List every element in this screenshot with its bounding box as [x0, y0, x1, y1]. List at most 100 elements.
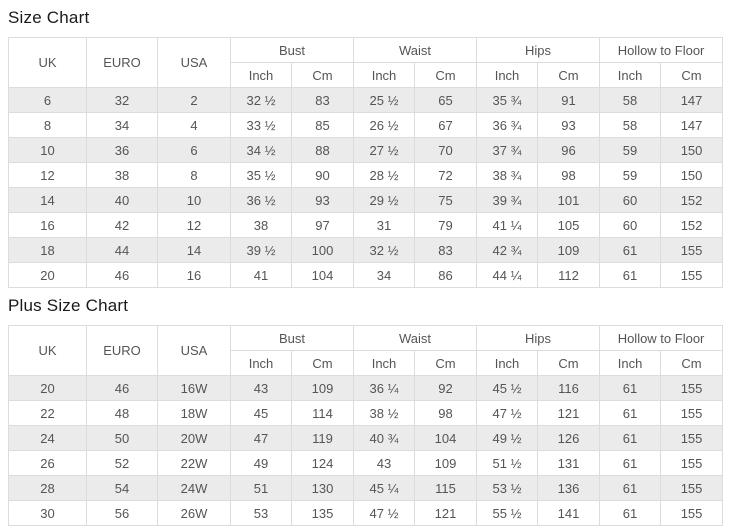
- table-row: 20 46 16W 43 109 36 ¼ 92 45 ½ 116 61 155: [8, 375, 724, 401]
- cell: 16: [157, 262, 231, 288]
- cell: 55 ½: [476, 500, 539, 526]
- group-header-hollow-to-floor: Hollow to Floor: [599, 325, 724, 351]
- cell: 8: [8, 112, 87, 138]
- cell: 42 ¾: [476, 237, 539, 263]
- column-header-uk: UK: [8, 37, 87, 88]
- header-row-units: Inch Cm Inch Cm Inch Cm Inch Cm: [9, 350, 724, 376]
- cell: 36: [86, 137, 158, 163]
- cell: 14: [157, 237, 231, 263]
- column-header-euro: EURO: [86, 325, 158, 376]
- cell: 61: [599, 375, 662, 401]
- cell: 85: [290, 112, 355, 138]
- cell: 141: [537, 500, 601, 526]
- size-chart-body: 6 32 2 32 ½ 83 25 ½ 65 35 ¾ 91 58 147 8 34 4 33 ½ 85 26 …: [8, 87, 724, 288]
- cell: 49: [230, 450, 292, 476]
- cell: 61: [599, 475, 662, 501]
- cell: 98: [414, 400, 478, 426]
- cell: 2: [157, 87, 231, 113]
- subheader-waist-cm: Cm: [414, 62, 478, 88]
- cell: 53 ½: [476, 475, 539, 501]
- cell: 92: [414, 375, 478, 401]
- cell: 53: [230, 500, 292, 526]
- cell: 44: [86, 237, 158, 263]
- cell: 32 ½: [230, 87, 292, 113]
- subheader-hips-inch: Inch: [476, 62, 539, 88]
- cell: 90: [290, 162, 355, 188]
- table-row: 30 56 26W 53 135 47 ½ 121 55 ½ 141 61 155: [8, 500, 724, 526]
- subheader-bust-cm: Cm: [290, 62, 355, 88]
- group-header-hips: Hips: [476, 325, 601, 351]
- group-header-bust: Bust: [229, 325, 355, 351]
- cell: 56: [86, 500, 158, 526]
- cell: 43: [353, 450, 416, 476]
- cell: 100: [290, 237, 355, 263]
- cell: 34: [86, 112, 158, 138]
- cell: 70: [414, 137, 478, 163]
- cell: 126: [537, 425, 601, 451]
- cell: 93: [290, 187, 355, 213]
- cell: 12: [157, 212, 231, 238]
- cell: 88: [290, 137, 355, 163]
- cell: 29 ½: [353, 187, 416, 213]
- cell: 24W: [157, 475, 231, 501]
- cell: 155: [660, 475, 724, 501]
- cell: 6: [157, 137, 231, 163]
- cell: 30: [8, 500, 87, 526]
- cell: 42: [86, 212, 158, 238]
- subheader-hollow-cm: Cm: [660, 350, 724, 376]
- cell: 155: [660, 375, 724, 401]
- plus-size-chart-body: 20 46 16W 43 109 36 ¼ 92 45 ½ 116 61 155 22 48 18W 45 1…: [8, 375, 724, 526]
- table-row: 8 34 4 33 ½ 85 26 ½ 67 36 ¾ 93 58 147: [8, 112, 724, 138]
- table-row: 16 42 12 38 97 31 79 41 ¼ 105 60 152: [8, 212, 724, 238]
- size-chart-title: Size Chart: [8, 8, 90, 27]
- cell: 147: [660, 112, 724, 138]
- cell: 155: [660, 425, 724, 451]
- cell: 34: [353, 262, 416, 288]
- cell: 41 ¼: [476, 212, 539, 238]
- cell: 97: [290, 212, 355, 238]
- cell: 61: [599, 400, 662, 426]
- cell: 10: [8, 137, 87, 163]
- subheader-bust-cm: Cm: [290, 350, 355, 376]
- subheader-hips-inch: Inch: [476, 350, 539, 376]
- cell: 104: [290, 262, 355, 288]
- cell: 67: [414, 112, 478, 138]
- subheader-bust-inch: Inch: [230, 62, 292, 88]
- cell: 109: [537, 237, 601, 263]
- cell: 61: [599, 500, 662, 526]
- cell: 61: [599, 237, 662, 263]
- group-header-bust: Bust: [229, 37, 355, 63]
- cell: 39 ½: [230, 237, 292, 263]
- cell: 150: [660, 162, 724, 188]
- cell: 114: [290, 400, 355, 426]
- plus-size-chart-title: Plus Size Chart: [8, 296, 129, 315]
- cell: 155: [660, 400, 724, 426]
- cell: 155: [660, 237, 724, 263]
- cell: 20W: [157, 425, 231, 451]
- cell: 124: [290, 450, 355, 476]
- cell: 6: [8, 87, 87, 113]
- table-row: 26 52 22W 49 124 43 109 51 ½ 131 61 155: [8, 450, 724, 476]
- cell: 31: [353, 212, 416, 238]
- cell: 51 ½: [476, 450, 539, 476]
- cell: 59: [599, 137, 662, 163]
- table-row: 12 38 8 35 ½ 90 28 ½ 72 38 ¾ 98 59 150: [8, 162, 724, 188]
- cell: 60: [599, 212, 662, 238]
- cell: 40 ¾: [353, 425, 416, 451]
- cell: 150: [660, 137, 724, 163]
- cell: 22: [8, 400, 87, 426]
- size-chart-table: UK EURO USA Bust Waist Hips Hollow to Fl…: [8, 37, 724, 288]
- cell: 46: [86, 375, 158, 401]
- cell: 98: [537, 162, 601, 188]
- table-row: 10 36 6 34 ½ 88 27 ½ 70 37 ¾ 96 59 150: [8, 137, 724, 163]
- table-row: 14 40 10 36 ½ 93 29 ½ 75 39 ¾ 101 60 152: [8, 187, 724, 213]
- cell: 72: [414, 162, 478, 188]
- subheader-hollow-cm: Cm: [660, 62, 724, 88]
- cell: 36 ½: [230, 187, 292, 213]
- cell: 43: [230, 375, 292, 401]
- subheader-waist-cm: Cm: [414, 350, 478, 376]
- cell: 36 ¾: [476, 112, 539, 138]
- cell: 38: [230, 212, 292, 238]
- cell: 59: [599, 162, 662, 188]
